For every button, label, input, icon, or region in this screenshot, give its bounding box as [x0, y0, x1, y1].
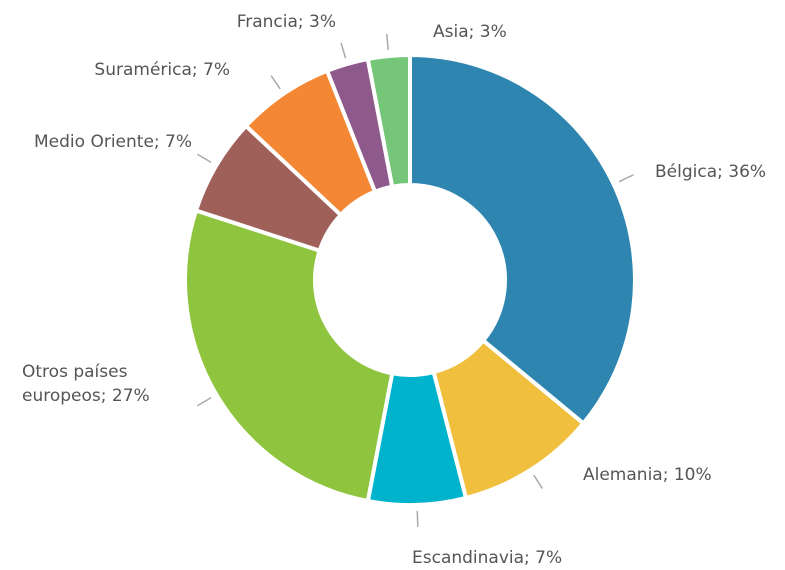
slice-label: Escandinavia; 7% — [412, 548, 563, 568]
slice — [183, 207, 395, 504]
leader-line — [533, 474, 543, 489]
slice-label: Otros países europeos; 27% — [22, 362, 150, 406]
leader-line — [270, 75, 281, 90]
slice-label: Suramérica; 7% — [94, 60, 230, 80]
slice — [365, 52, 412, 190]
leader-line — [386, 34, 390, 51]
slice-label: Bélgica; 36% — [655, 162, 767, 182]
leader-line — [416, 510, 419, 527]
leader-line — [340, 42, 347, 59]
leader-line — [197, 396, 212, 407]
slice-label: Asia; 3% — [433, 22, 507, 42]
slice-label: Alemania; 10% — [583, 465, 712, 485]
leader-line — [197, 153, 212, 164]
slice-label: Francia; 3% — [236, 12, 336, 32]
slice — [408, 52, 637, 427]
slice-label: Medio Oriente; 7% — [34, 132, 192, 152]
leader-line — [618, 174, 634, 183]
